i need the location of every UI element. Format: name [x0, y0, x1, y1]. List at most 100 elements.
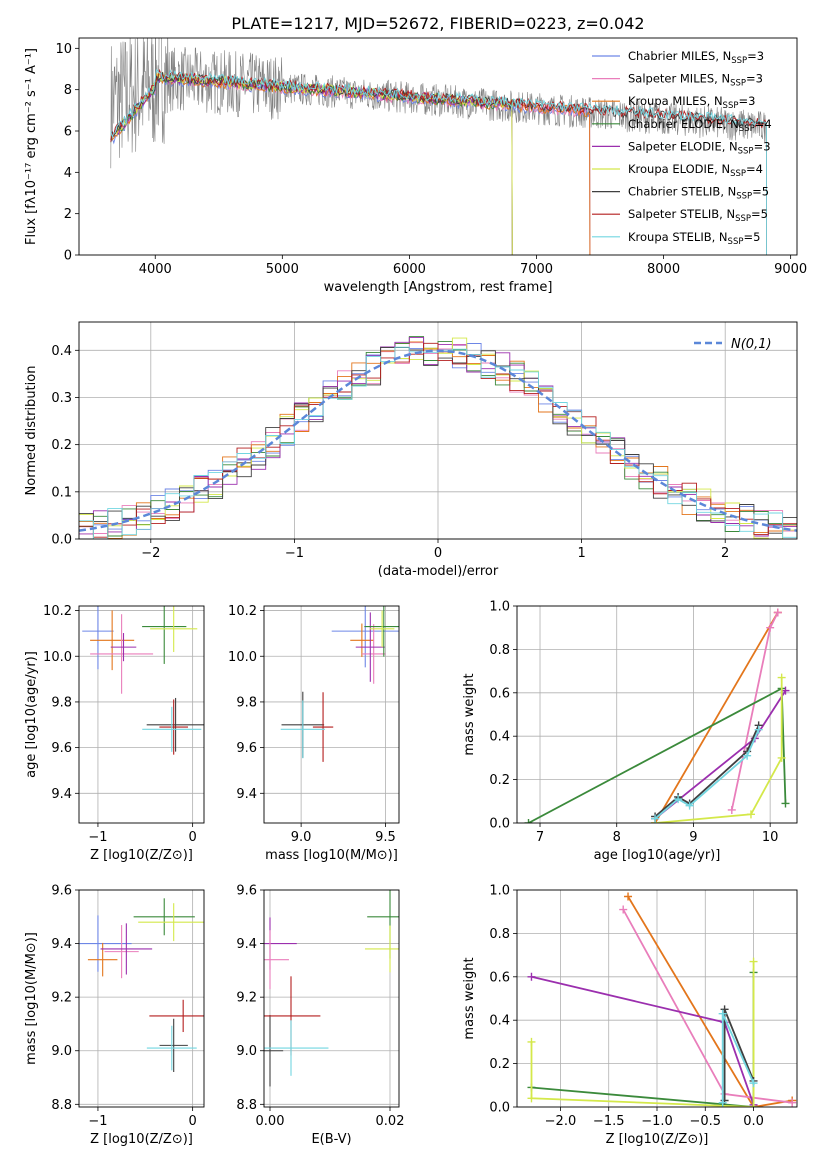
- panels: 4000 5000 6000 7000 8000 90000246810wavelengt…: [24, 37, 807, 1148]
- legend-label: Chabrier ELODIE, NSSP=4: [628, 117, 772, 134]
- x-tick-label: −1.0: [641, 1114, 673, 1129]
- x-axis-label: E(B-V): [311, 1132, 351, 1147]
- x-tick-label: −2.0: [545, 1114, 577, 1129]
- x-axis-label: (data-model)/error: [378, 564, 499, 579]
- x-tick-label: 9: [689, 830, 697, 845]
- y-tick-label: 0.0: [489, 1101, 510, 1116]
- y-tick-label: 0: [64, 249, 72, 264]
- weight-marker: [527, 1037, 536, 1046]
- x-tick-label: 0: [434, 546, 442, 561]
- weight-line-5: [655, 677, 783, 823]
- legend-label: Kroupa STELIB, NSSP=5: [628, 230, 760, 247]
- y-tick-label: 9.2: [236, 991, 257, 1006]
- weight-marker: [720, 1005, 729, 1014]
- weight-marker: [651, 814, 660, 823]
- axes-frame: [78, 37, 798, 256]
- y-tick-label: 0.8: [489, 927, 510, 942]
- weight-marker: [527, 1094, 536, 1103]
- weight-marker: [743, 751, 752, 760]
- x-axis-label: Z [log10(Z/Z⊙)]: [90, 1132, 193, 1147]
- y-tick-label: 9.8: [51, 695, 72, 710]
- weight-marker: [746, 810, 755, 819]
- model-spectrum-9: [110, 68, 767, 255]
- y-tick-label: 10: [55, 42, 72, 57]
- y-tick-label: 9.4: [236, 787, 257, 802]
- x-tick-label: −1: [88, 1114, 107, 1129]
- x-tick-label: 0.0: [743, 1114, 764, 1129]
- x-tick-label: 8000: [647, 262, 680, 277]
- x-axis-label: mass [log10(M/M⊙)]: [265, 848, 398, 863]
- x-tick-label: 9.5: [375, 830, 396, 845]
- y-tick-label: 0.6: [489, 686, 510, 701]
- model-spectrum-7: [110, 72, 767, 255]
- axes-frame: [78, 605, 205, 824]
- axes-frame: [516, 889, 798, 1108]
- x-tick-label: 10: [762, 830, 779, 845]
- figure-title: PLATE=1217, MJD=52672, FIBERID=0223, z=0…: [231, 14, 644, 33]
- y-tick-label: 10.2: [43, 604, 72, 619]
- y-tick-label: 9.0: [236, 1044, 257, 1059]
- x-axis-label: age [log10(age/yr)]: [594, 848, 721, 863]
- plot-area-residuals: [79, 336, 797, 539]
- x-tick-label: 0: [188, 830, 196, 845]
- legend-label: Salpeter STELIB, NSSP=5: [628, 207, 768, 224]
- panel-mass-vs-ebv: 0.00 0.02 8.8 9.0 9.2 9.4 9.6 E(B-V): [236, 884, 404, 1148]
- panel-mass-vs-Z: −1 0 8.8 9.0 9.2 9.4 9.6 Z [log10(Z/Z⊙)] mass [l…: [24, 884, 205, 1147]
- y-tick-label: 0.3: [51, 391, 72, 406]
- x-tick-label: −0.5: [689, 1114, 721, 1129]
- y-tick-label: 1.0: [489, 884, 510, 899]
- y-tick-label: 8: [64, 83, 72, 98]
- x-tick-label: 1: [577, 546, 585, 561]
- weight-marker: [777, 673, 786, 682]
- y-tick-label: 4: [64, 166, 72, 181]
- plot-area-mass-vs-ebv: [264, 890, 399, 1087]
- weight-marker: [624, 892, 633, 901]
- y-axis-label: mass weight: [462, 673, 477, 755]
- weight-line-1: [654, 612, 779, 823]
- x-axis-label: wavelength [Angstrom, rest frame]: [324, 280, 553, 295]
- y-tick-label: 9.6: [236, 741, 257, 756]
- weight-line-2: [622, 909, 793, 1104]
- x-tick-label: 2: [721, 546, 729, 561]
- panel-residuals: −2 −1 0 1 2 0.0 0.1 0.2 0.3 0.4 (data-model)/error…: [24, 321, 798, 579]
- weight-marker: [754, 725, 763, 734]
- y-tick-label: 9.6: [51, 884, 72, 899]
- y-tick-label: 0.2: [51, 438, 72, 453]
- weight-marker: [674, 795, 683, 804]
- model-spectrum-8: [110, 68, 767, 255]
- weight-marker: [766, 623, 775, 632]
- x-tick-label: 8: [613, 830, 621, 845]
- axes-frame: [516, 605, 798, 824]
- weight-marker: [718, 1009, 727, 1018]
- x-tick-label: −1: [88, 830, 107, 845]
- x-axis-label: Z [log10(Z/Z⊙)]: [90, 848, 193, 863]
- y-tick-label: 0.1: [51, 485, 72, 500]
- y-tick-label: 0.2: [489, 1057, 510, 1072]
- y-tick-label: 9.4: [51, 787, 72, 802]
- plot-area-massweight-vs-age: [524, 608, 790, 823]
- weight-line-5: [530, 961, 755, 1107]
- weight-marker: [788, 1098, 797, 1107]
- x-tick-label: 4000: [139, 262, 172, 277]
- legend-label: Salpeter MILES, NSSP=3: [628, 72, 763, 89]
- x-tick-label: 0: [188, 1114, 196, 1129]
- y-tick-label: 9.4: [236, 937, 257, 952]
- x-tick-label: 7000: [520, 262, 553, 277]
- y-tick-label: 9.0: [51, 1044, 72, 1059]
- y-tick-label: 10.2: [228, 604, 257, 619]
- weight-marker: [781, 799, 790, 808]
- axes-frame: [78, 889, 205, 1108]
- y-tick-label: 1.0: [489, 600, 510, 615]
- axes-frame: [263, 889, 400, 1108]
- y-axis-label: age [log10(age/yr)]: [24, 651, 39, 778]
- y-tick-label: 0.0: [489, 817, 510, 832]
- residual-histogram-7: [79, 347, 797, 534]
- y-axis-label: Flux [fλ10⁻¹⁷ erg cm⁻² s⁻¹ A⁻¹]: [24, 48, 39, 245]
- y-tick-label: 9.8: [236, 695, 257, 710]
- y-tick-label: 9.6: [51, 741, 72, 756]
- y-tick-label: 0.4: [489, 730, 510, 745]
- y-tick-label: 0.8: [489, 643, 510, 658]
- weight-marker: [781, 686, 790, 695]
- panel-massweight-vs-Z: −2.0 −1.5 −1.0 −0.5 0.0 0.0 0.2 0.4 0.6 0.8 1.0 Z […: [462, 884, 798, 1147]
- x-tick-label: −1: [285, 546, 304, 561]
